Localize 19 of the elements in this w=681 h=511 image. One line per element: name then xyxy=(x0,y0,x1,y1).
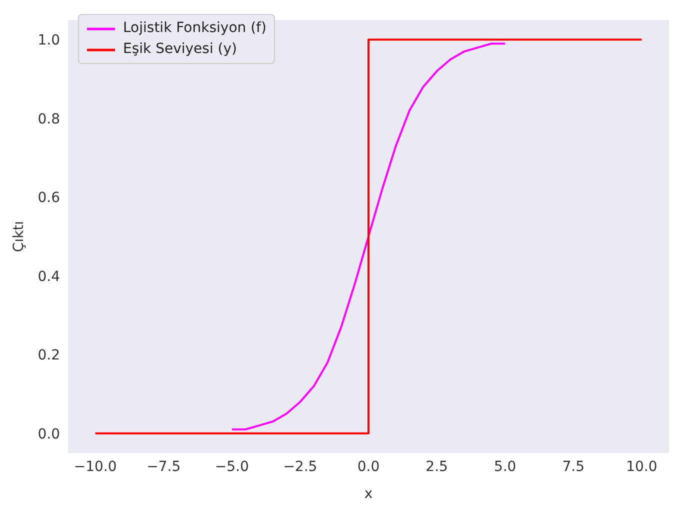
y-tick-label: 1.0 xyxy=(38,32,60,49)
y-tick-label: 0.8 xyxy=(38,111,60,128)
y-tick-label: 0.6 xyxy=(38,190,60,206)
x-tick-label: −5.0 xyxy=(214,458,249,475)
y-axis-title: Çıktı xyxy=(10,220,27,252)
y-tick-label: 0.2 xyxy=(38,348,60,364)
y-tick-label: 0.0 xyxy=(38,426,60,442)
x-tick-label: −10.0 xyxy=(74,458,117,475)
x-tick-label: 0.0 xyxy=(357,458,380,475)
x-tick-label: 7.5 xyxy=(562,458,585,475)
x-tick-label: −7.5 xyxy=(146,458,181,475)
y-tick-label: 0.4 xyxy=(38,268,60,285)
x-tick-label: 5.0 xyxy=(494,458,516,475)
legend-label: Lojistik Fonksiyon (f) xyxy=(123,19,266,38)
x-tick-label: 10.0 xyxy=(626,458,658,475)
legend-label: Eşik Seviyesi (y) xyxy=(123,40,238,59)
x-axis-title: x xyxy=(364,486,373,502)
x-tick-label: 2.5 xyxy=(426,458,448,475)
x-tick-label: −2.5 xyxy=(283,458,318,475)
